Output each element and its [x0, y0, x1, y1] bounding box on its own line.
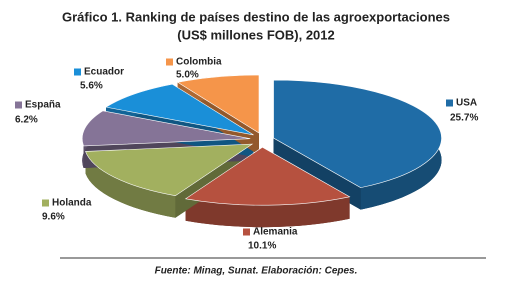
slice-label: Colombia: [176, 57, 222, 68]
source-note: Fuente: Minag, Sunat. Elaboración: Cepes…: [155, 266, 358, 277]
slice-label: Ecuador: [84, 67, 124, 78]
pie-slice: [273, 79, 442, 188]
chart-title: Gráfico 1. Ranking de países destino de …: [62, 9, 450, 24]
pie-slice: [176, 74, 260, 134]
value-label: 25.7%: [450, 113, 478, 124]
pie-slice: [81, 110, 251, 147]
value-label: 5.0%: [176, 70, 199, 81]
legend-swatch: [15, 101, 22, 109]
slice-side: [85, 151, 176, 218]
legend-swatch: [446, 99, 453, 107]
legend-swatch: [74, 68, 81, 76]
slice-label: España: [25, 100, 61, 111]
value-label: 5.6%: [80, 81, 103, 92]
legend-swatch: [166, 58, 173, 66]
value-label: 10.1%: [248, 241, 276, 252]
pie-slice: [105, 83, 254, 136]
legend-swatch: [42, 199, 49, 207]
slice-label: USA: [456, 98, 477, 109]
slice-label: Alemania: [253, 227, 298, 238]
pie-slice: [85, 143, 254, 197]
chart-title: (US$ millones FOB), 2012: [177, 27, 335, 42]
legend-swatch: [243, 228, 250, 236]
slice-label: Holanda: [52, 198, 92, 209]
pie-slice: [184, 146, 351, 206]
slice-side: [185, 196, 350, 228]
value-label: 6.2%: [15, 115, 38, 126]
value-label: 9.6%: [42, 212, 65, 223]
